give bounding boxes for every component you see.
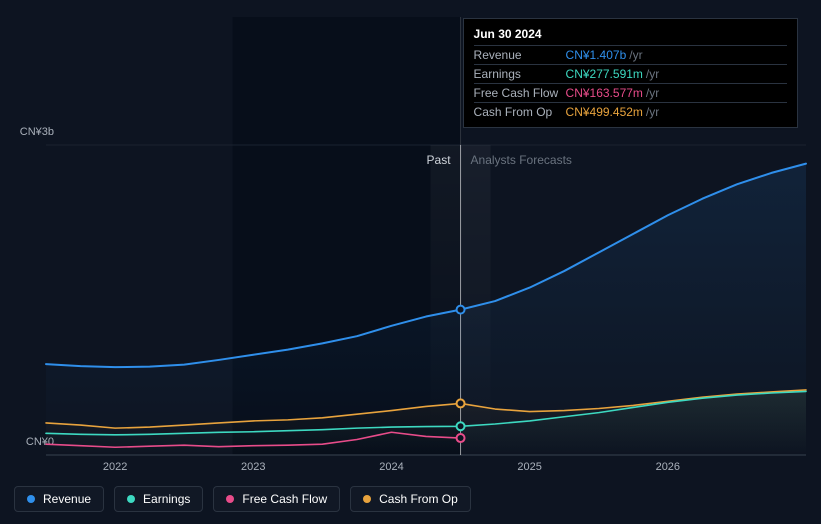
tooltip-metric-label: Cash From Op	[474, 105, 566, 119]
chart-legend: Revenue Earnings Free Cash Flow Cash From O…	[14, 486, 471, 512]
tooltip-unit: /yr	[646, 105, 659, 119]
legend-label: Earnings	[143, 492, 190, 506]
legend-item-cash_from_op[interactable]: Cash From Op	[350, 486, 471, 512]
tooltip-unit: /yr	[646, 67, 659, 81]
legend-item-fcf[interactable]: Free Cash Flow	[213, 486, 340, 512]
tooltip-unit: /yr	[646, 86, 659, 100]
tooltip-metric-value: CN¥163.577m	[566, 86, 643, 100]
legend-dot-icon	[226, 495, 234, 503]
tooltip-row: RevenueCN¥1.407b/yr	[474, 45, 787, 64]
tooltip-metric-label: Earnings	[474, 67, 566, 81]
chart-container: CN¥3b CN¥0 Past Analysts Forecasts 20222…	[14, 10, 807, 514]
legend-label: Cash From Op	[379, 492, 458, 506]
tooltip-metric-label: Revenue	[474, 48, 566, 62]
x-axis-tick: 2022	[103, 461, 127, 473]
tooltip-metric-label: Free Cash Flow	[474, 86, 566, 100]
plot-area[interactable]	[46, 145, 806, 455]
tooltip-metric-value: CN¥1.407b	[566, 48, 627, 62]
legend-dot-icon	[363, 495, 371, 503]
y-axis-label-max: CN¥3b	[14, 126, 54, 138]
x-axis-tick: 2023	[241, 461, 265, 473]
legend-dot-icon	[27, 495, 35, 503]
tooltip-metric-value: CN¥277.591m	[566, 67, 643, 81]
tooltip-title: Jun 30 2024	[474, 25, 787, 45]
tooltip-unit: /yr	[629, 48, 642, 62]
tooltip-row: EarningsCN¥277.591m/yr	[474, 64, 787, 83]
tooltip-row: Cash From OpCN¥499.452m/yr	[474, 102, 787, 121]
tooltip-metric-value: CN¥499.452m	[566, 105, 643, 119]
legend-item-revenue[interactable]: Revenue	[14, 486, 104, 512]
legend-label: Free Cash Flow	[242, 492, 327, 506]
past-section-label: Past	[427, 153, 451, 167]
chart-tooltip: Jun 30 2024 RevenueCN¥1.407b/yrEarningsC…	[463, 18, 798, 128]
legend-label: Revenue	[43, 492, 91, 506]
x-axis-tick: 2025	[517, 461, 541, 473]
legend-dot-icon	[127, 495, 135, 503]
forecast-section-label: Analysts Forecasts	[471, 153, 572, 167]
tooltip-row: Free Cash FlowCN¥163.577m/yr	[474, 83, 787, 102]
x-axis-tick: 2024	[379, 461, 403, 473]
x-axis-tick: 2026	[656, 461, 680, 473]
legend-item-earnings[interactable]: Earnings	[114, 486, 203, 512]
